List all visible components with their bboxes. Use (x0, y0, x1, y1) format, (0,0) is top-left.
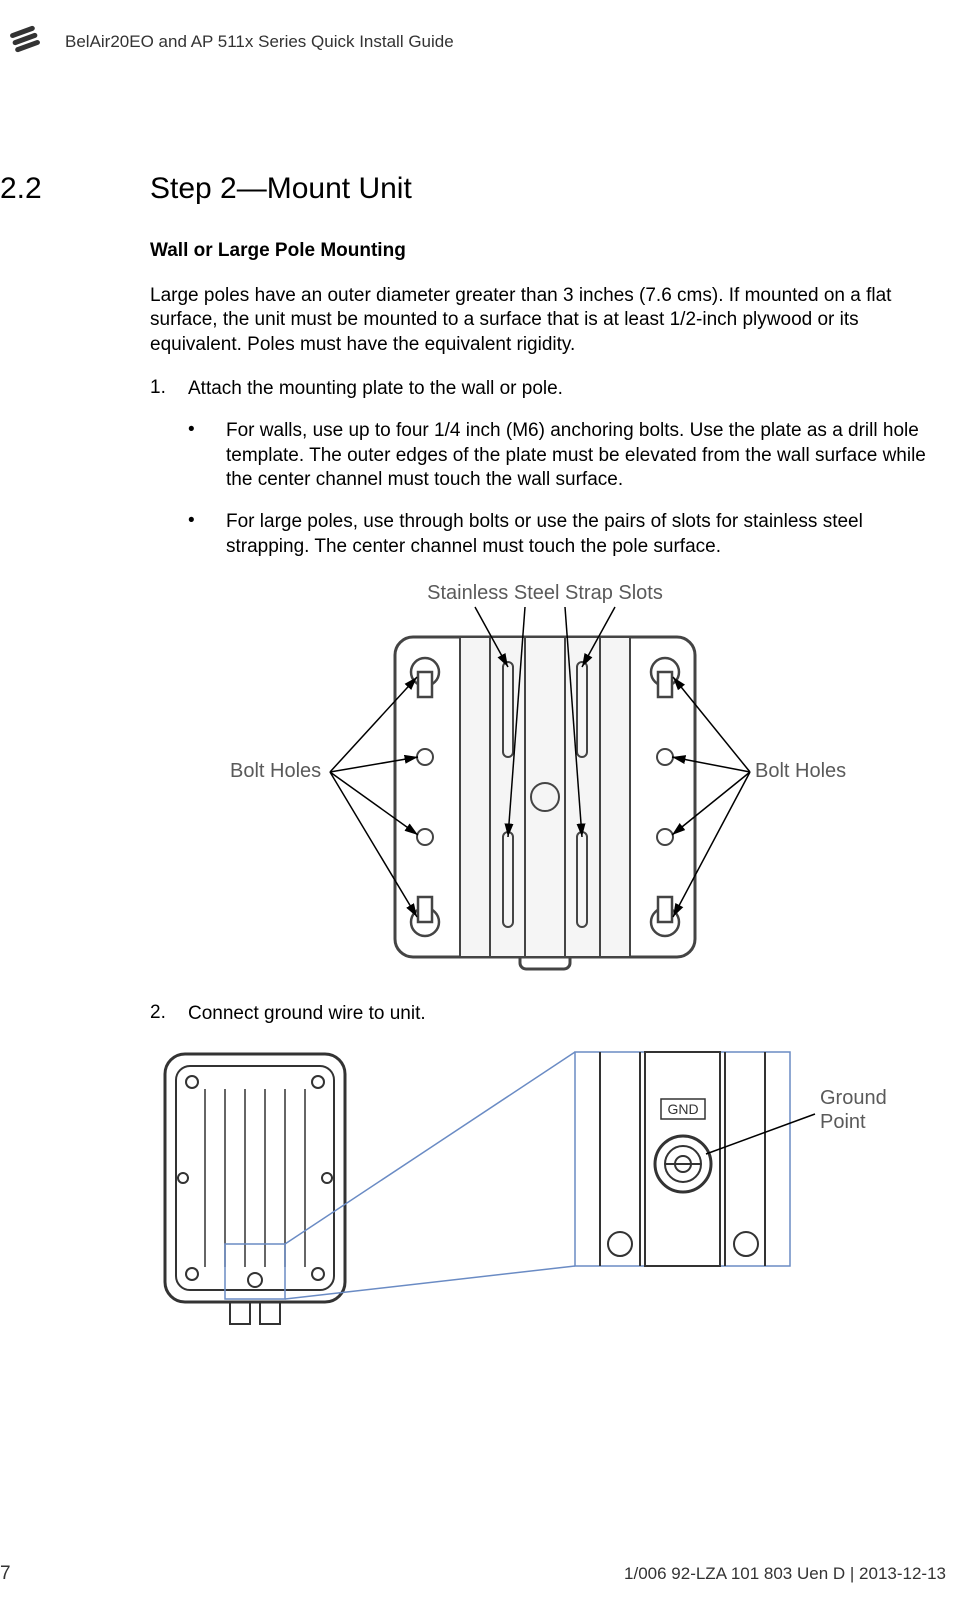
section-title: Step 2—Mount Unit (150, 172, 412, 206)
unit-icon (165, 1054, 345, 1324)
bullet-row: • For walls, use up to four 1/4 inch (M6… (188, 419, 945, 492)
footer-row: 7 1/006 92-LZA 101 803 Uen D | 2013-12-1… (0, 1563, 976, 1585)
bolt-holes-right-label: Bolt Holes (755, 760, 846, 782)
bullet-text: For large poles, use through bolts or us… (226, 510, 945, 559)
ground-detail-icon: GND (575, 1052, 790, 1266)
ericsson-logo-icon (10, 24, 40, 59)
header-row: BelAir20EO and AP 511x Series Quick Inst… (0, 24, 454, 59)
figure-mounting-plate: Stainless Steel Strap Slots Bolt Holes B… (225, 577, 945, 977)
step-text: Connect ground wire to unit. (188, 1002, 945, 1026)
step-text: Attach the mounting plate to the wall or… (188, 377, 945, 401)
header-title: BelAir20EO and AP 511x Series Quick Inst… (65, 32, 454, 52)
strap-slots-label: Stainless Steel Strap Slots (427, 582, 663, 604)
ground-point-label-2: Point (820, 1111, 866, 1133)
section-row: 2.2 Step 2—Mount Unit (0, 172, 412, 206)
bullet-marker: • (188, 419, 226, 492)
intro-paragraph: Large poles have an outer diameter great… (150, 284, 945, 357)
mounting-plate-icon (395, 637, 695, 969)
ground-point-label-1: Ground (820, 1087, 887, 1109)
bolt-holes-left-label: Bolt Holes (230, 760, 321, 782)
step-row: 1. Attach the mounting plate to the wall… (150, 377, 945, 401)
figure-ground-point: GND Ground Point (150, 1044, 945, 1339)
footer-doc-info: 1/006 92-LZA 101 803 Uen D | 2013-12-13 (624, 1564, 946, 1584)
step-number: 1. (150, 377, 188, 401)
gnd-label: GND (667, 1101, 698, 1117)
bullet-marker: • (188, 510, 226, 559)
page-number: 7 (0, 1563, 11, 1585)
section-number: 2.2 (0, 172, 150, 206)
step-row: 2. Connect ground wire to unit. (150, 1002, 945, 1026)
sub-heading: Wall or Large Pole Mounting (150, 240, 945, 262)
step-number: 2. (150, 1002, 188, 1026)
bullet-row: • For large poles, use through bolts or … (188, 510, 945, 559)
content-block: Wall or Large Pole Mounting Large poles … (150, 240, 945, 1339)
bullet-text: For walls, use up to four 1/4 inch (M6) … (226, 419, 945, 492)
